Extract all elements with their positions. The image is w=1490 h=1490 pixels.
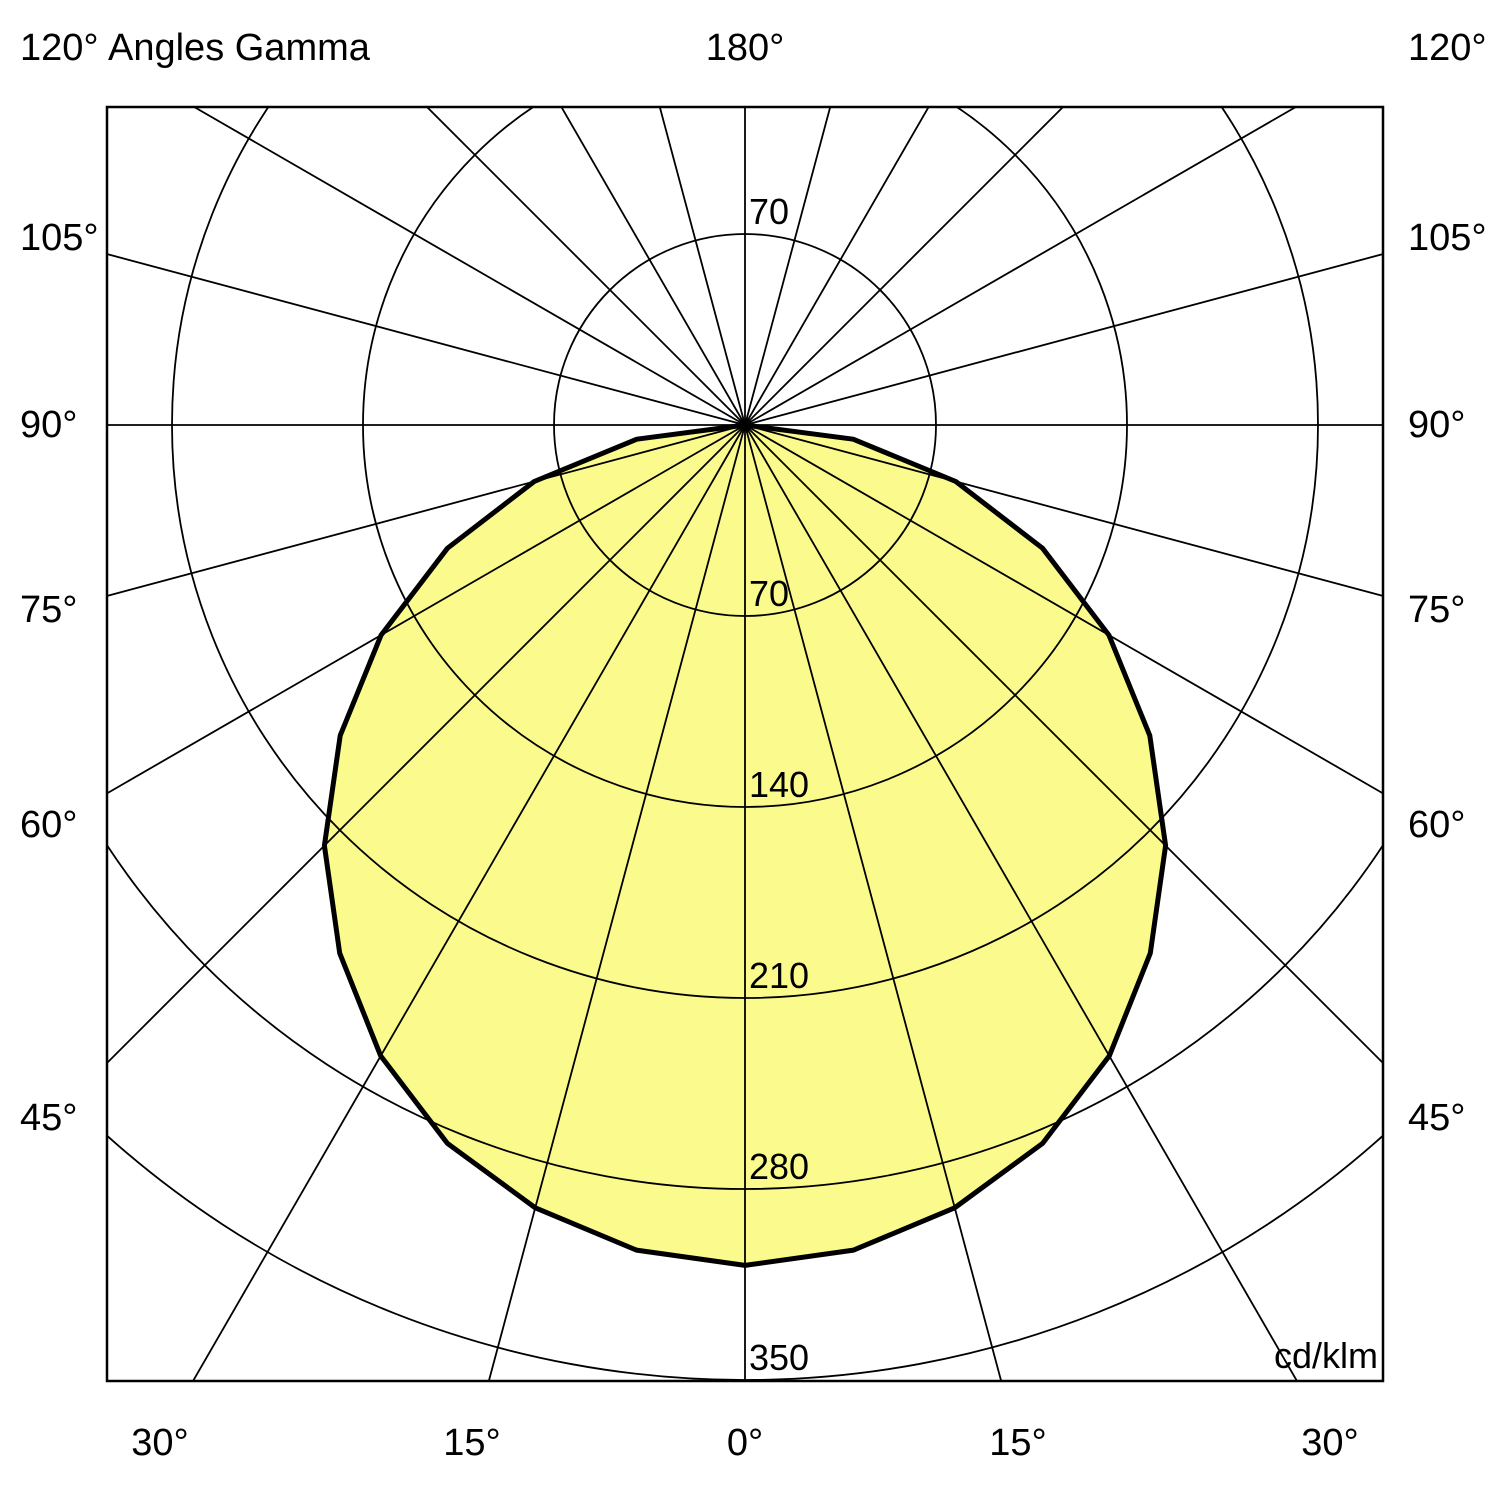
gamma-axis-label-right-1: 105° <box>1408 217 1487 259</box>
gamma-ray-195 <box>658 107 746 426</box>
plot-frame <box>105 105 1385 1383</box>
radial-tick-label-350: 350 <box>749 1337 810 1378</box>
gamma-axis-label-left-2: 90° <box>20 404 78 446</box>
gamma-ray-225 <box>425 107 746 426</box>
gamma-axis-label-right-4: 60° <box>1408 804 1466 846</box>
gamma-axis-label-right-2: 90° <box>1408 404 1466 446</box>
gamma-ray-315 <box>107 424 746 1065</box>
gamma-ray-30 <box>744 424 1299 1381</box>
gamma-axis-label-right-0: 120° <box>1408 27 1487 69</box>
radial-tick-label-280: 280 <box>749 1146 810 1187</box>
top-axis-label-180: 180° <box>705 27 785 69</box>
gamma-axis-label-bottom-1: 15° <box>443 1422 501 1464</box>
chart-title: Angles Gamma <box>108 27 370 69</box>
gamma-ray-135 <box>744 107 1065 426</box>
radial-tick-label-140: 140 <box>749 764 810 805</box>
radial-tick-label-upper-70: 70 <box>749 191 790 232</box>
gamma-axis-label-left-0: 120° <box>20 27 99 69</box>
radial-tick-label-210: 210 <box>749 955 810 996</box>
gamma-axis-label-left-4: 60° <box>20 804 78 846</box>
radial-tick-label-70: 70 <box>749 573 790 614</box>
gamma-ray-330 <box>191 424 746 1381</box>
gamma-axis-label-bottom-4: 30° <box>1301 1422 1359 1464</box>
gamma-ray-15 <box>744 424 1003 1381</box>
gamma-ray-105 <box>744 253 1383 426</box>
gamma-ray-165 <box>744 107 832 426</box>
gamma-ray-255 <box>107 253 746 426</box>
gamma-ray-45 <box>744 424 1383 1065</box>
gamma-ray-150 <box>744 107 930 426</box>
unit-label-cdklm: cd/klm <box>1273 1335 1378 1376</box>
gamma-ray-210 <box>560 107 746 426</box>
gamma-axis-label-bottom-0: 30° <box>131 1422 189 1464</box>
gamma-ray-285 <box>107 424 746 597</box>
gamma-axis-label-right-3: 75° <box>1408 589 1466 631</box>
gamma-axis-label-bottom-2: 0° <box>726 1422 764 1464</box>
gamma-axis-label-left-5: 45° <box>20 1097 78 1139</box>
gamma-axis-label-left-3: 75° <box>20 589 78 631</box>
gamma-axis-label-bottom-3: 15° <box>989 1422 1047 1464</box>
gamma-ray-240 <box>192 107 746 426</box>
gamma-ray-75 <box>744 424 1383 597</box>
gamma-axis-label-left-1: 105° <box>20 217 99 259</box>
gamma-ray-60 <box>744 424 1383 795</box>
gamma-ray-300 <box>107 424 746 795</box>
gamma-ray-345 <box>487 424 746 1381</box>
gamma-ray-120 <box>744 107 1298 426</box>
gamma-axis-label-right-5: 45° <box>1408 1097 1466 1139</box>
intensity-curve-outline <box>321 422 1169 1268</box>
